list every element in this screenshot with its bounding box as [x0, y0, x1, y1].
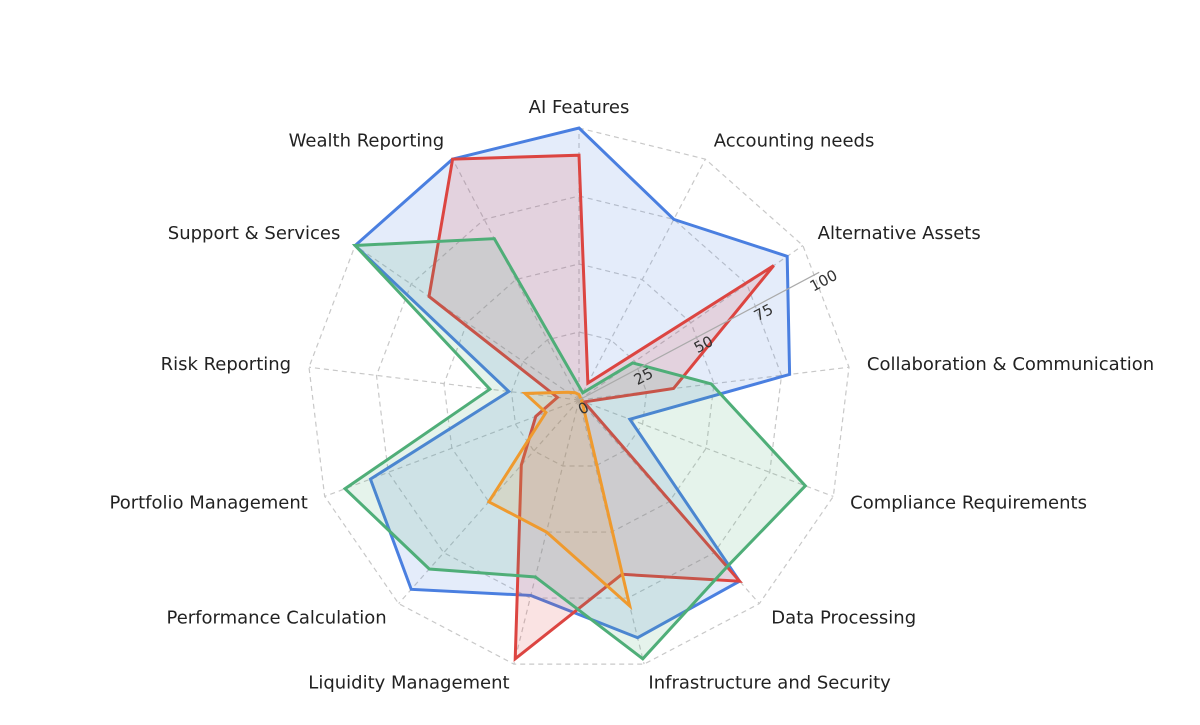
grid-ring	[510, 331, 648, 467]
spoke	[578, 399, 834, 498]
grid-ring	[443, 263, 715, 533]
radial-axis	[578, 271, 820, 401]
category-label: AI Features	[529, 97, 630, 118]
category-label: Accounting needs	[714, 130, 875, 151]
category-label: Alternative Assets	[818, 223, 981, 244]
category-label: Support & Services	[168, 223, 341, 244]
series-area	[352, 126, 792, 640]
series-area	[342, 237, 808, 661]
spoke	[452, 158, 580, 401]
r-tick-label: 100	[807, 266, 841, 295]
category-label: Performance Calculation	[166, 608, 386, 629]
series-area	[427, 153, 775, 662]
spoke	[578, 158, 706, 401]
category-label: Data Processing	[771, 608, 916, 629]
category-label: Portfolio Management	[110, 493, 308, 514]
category-label: Risk Reporting	[161, 354, 292, 375]
category-label: Wealth Reporting	[289, 130, 445, 151]
category-label: Collaboration & Communication	[867, 354, 1154, 375]
category-label: Infrastructure and Security	[648, 673, 891, 694]
spoke	[354, 244, 580, 401]
grid-ring	[308, 127, 850, 665]
category-label: Compliance Requirements	[850, 493, 1087, 514]
category-label: Liquidity Management	[308, 673, 509, 694]
